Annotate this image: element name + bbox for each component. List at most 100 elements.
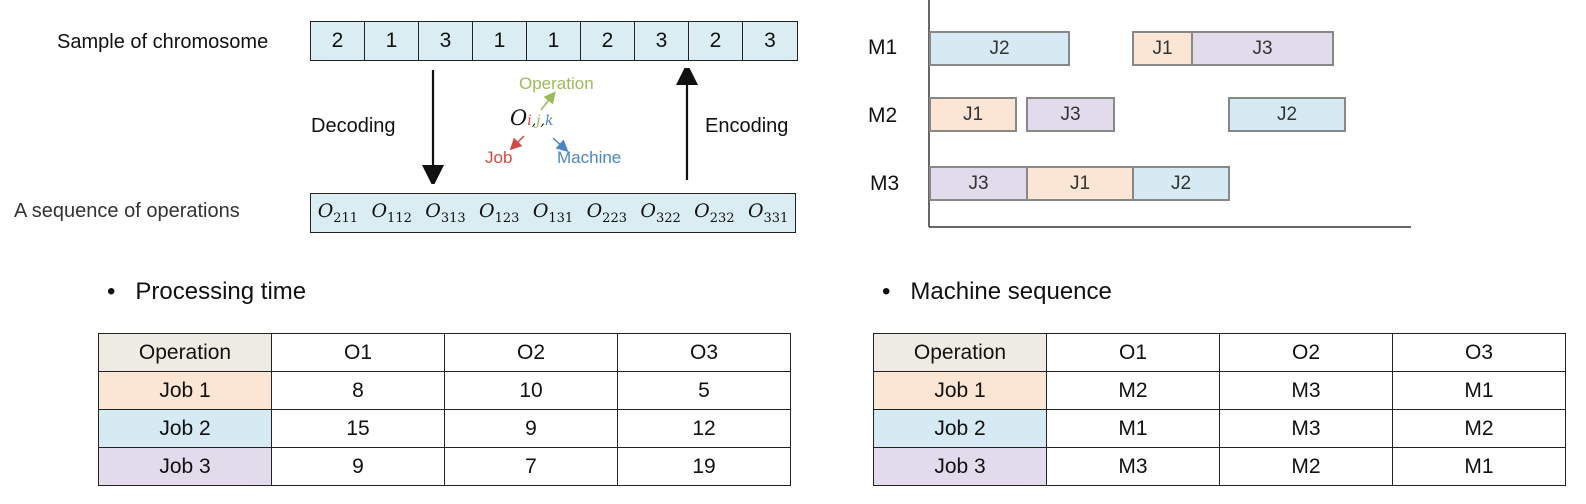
notation-base: O <box>510 106 528 130</box>
row-label: Job 3 <box>98 447 272 486</box>
operation-base: O <box>640 200 656 223</box>
machine-sequence-table: Operation O1 O2 O3 Job 1 M2 M3 M1 Job 2 … <box>873 333 1566 486</box>
gantt-bar-m1-j2: J2 <box>929 31 1070 66</box>
machine-pointer <box>552 137 569 153</box>
header-cell: O1 <box>271 333 445 372</box>
operation-base: O <box>317 200 334 223</box>
header-cell: O1 <box>1046 333 1220 372</box>
table-cell: M3 <box>1046 447 1220 486</box>
header-cell: O3 <box>1392 333 1566 372</box>
chromosome-array: 2 1 3 1 1 2 3 2 3 <box>310 21 798 61</box>
table-cell: M2 <box>1392 409 1566 448</box>
operation-cell: O322 <box>634 200 688 226</box>
gantt-bar-m1-j3: J3 <box>1191 31 1334 66</box>
machine-label: M2 <box>868 104 898 127</box>
table-cell: M2 <box>1219 447 1393 486</box>
row-label: Job 3 <box>873 447 1047 486</box>
legend-machine: Machine <box>557 148 622 167</box>
header-cell: O2 <box>1219 333 1393 372</box>
operation-base: O <box>479 200 495 223</box>
table-row: Job 2 M1 M3 M2 <box>873 409 1566 448</box>
arrows <box>422 68 698 184</box>
table-row: Job 2 15 9 12 <box>98 409 791 448</box>
legend-operation: Operation <box>519 74 594 93</box>
row-label: Job 2 <box>873 409 1047 448</box>
table-row: Job 1 M2 M3 M1 <box>873 371 1566 410</box>
gene-cell: 2 <box>581 22 635 60</box>
notation-k: k <box>544 113 554 129</box>
header-cell: Operation <box>873 333 1047 372</box>
gene-cell: 2 <box>689 22 743 60</box>
table-cell: 7 <box>444 447 618 486</box>
operation-pointer <box>540 91 556 111</box>
operation-cell: O313 <box>419 200 473 226</box>
gene-cell: 3 <box>635 22 689 60</box>
table-cell: M3 <box>1219 371 1393 410</box>
gene-cell: 1 <box>365 22 419 60</box>
operation-cell: O223 <box>580 200 634 226</box>
operation-sequence: O211 O112 O313 O123 O131 O223 O322 O232 O331 <box>310 193 796 233</box>
processing-time-title: • Processing time <box>107 278 307 305</box>
operation-subscript: 123 <box>494 210 520 226</box>
processing-time-title-text: Processing time <box>135 278 307 305</box>
table-cell: 5 <box>617 371 791 410</box>
table-row: Job 3 9 7 19 <box>98 447 791 486</box>
operation-subscript: 211 <box>333 210 359 226</box>
notation-i: i <box>527 113 532 129</box>
chromosome-label: Sample of chromosome <box>57 31 269 53</box>
table-cell: 10 <box>444 371 618 410</box>
table-cell: M1 <box>1046 409 1220 448</box>
operation-base: O <box>425 200 441 223</box>
operation-subscript: 313 <box>440 210 466 226</box>
operation-base: O <box>694 200 710 223</box>
operation-base: O <box>532 200 549 223</box>
gene-cell: 1 <box>527 22 581 60</box>
operation-cell: O123 <box>472 200 526 226</box>
operation-cell: O232 <box>687 200 741 226</box>
operation-base: O <box>586 200 603 223</box>
table-cell: 9 <box>271 447 445 486</box>
table-cell: M1 <box>1392 371 1566 410</box>
machine-label: M1 <box>868 36 898 59</box>
row-label: Job 2 <box>98 409 272 448</box>
notation-j: j <box>536 113 541 129</box>
gene-cell: 2 <box>311 22 365 60</box>
operation-subscript: 131 <box>548 210 574 226</box>
gantt-bar-m1-j1: J1 <box>1132 31 1193 66</box>
notation-symbol: Oi,j,k <box>510 106 554 130</box>
table-header-row: Operation O1 O2 O3 <box>873 333 1566 372</box>
table-cell: 12 <box>617 409 791 448</box>
gantt-bar-m3-j3: J3 <box>929 166 1028 201</box>
gene-cell: 3 <box>764 29 776 52</box>
machine-label: M3 <box>870 172 900 195</box>
operation-cell: O112 <box>365 200 419 226</box>
operation-subscript: 232 <box>709 210 735 226</box>
legend-job: Job <box>485 148 513 167</box>
machine-sequence-title: • Machine sequence <box>882 278 1112 305</box>
operation-subscript: 223 <box>602 210 627 226</box>
table-cell: M2 <box>1046 371 1220 410</box>
decoding-label: Decoding <box>311 115 396 137</box>
gene-cell: 3 <box>419 22 473 60</box>
table-cell: 8 <box>271 371 445 410</box>
job-pointer <box>509 135 525 151</box>
operation-base: O <box>371 200 388 223</box>
header-cell: O2 <box>444 333 618 372</box>
table-cell: 15 <box>271 409 445 448</box>
processing-time-table: Operation O1 O2 O3 Job 1 8 10 5 Job 2 15… <box>98 333 791 486</box>
encoding-label: Encoding <box>705 115 789 137</box>
gantt-bar-m3-j1: J1 <box>1026 166 1134 201</box>
machine-sequence-title-text: Machine sequence <box>910 278 1112 305</box>
table-row: Job 1 8 10 5 <box>98 371 791 410</box>
row-label: Job 1 <box>98 371 272 410</box>
table-cell: 19 <box>617 447 791 486</box>
operation-subscript: 322 <box>655 210 681 226</box>
row-label: Job 1 <box>873 371 1047 410</box>
table-cell: M1 <box>1392 447 1566 486</box>
gene-cell: 1 <box>473 22 527 60</box>
operation-base: O <box>747 200 764 223</box>
table-row: Job 3 M3 M2 M1 <box>873 447 1566 486</box>
operation-cell: O211 <box>311 200 365 226</box>
operation-subscript: 331 <box>763 210 789 226</box>
header-cell: O3 <box>617 333 791 372</box>
